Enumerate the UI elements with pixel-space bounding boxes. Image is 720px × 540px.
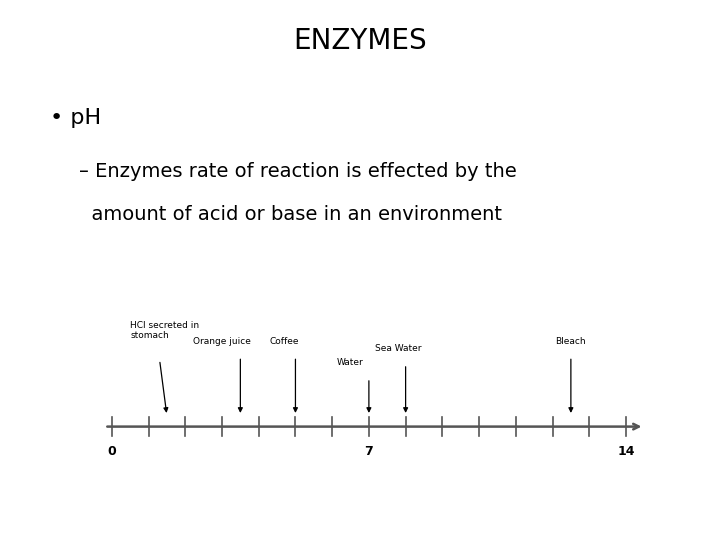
- Text: Sea Water: Sea Water: [375, 344, 421, 353]
- Text: Orange juice: Orange juice: [193, 336, 251, 346]
- Text: ENZYMES: ENZYMES: [293, 27, 427, 55]
- Text: amount of acid or base in an environment: amount of acid or base in an environment: [79, 205, 503, 224]
- Text: Water: Water: [337, 358, 364, 367]
- Text: 0: 0: [107, 445, 116, 458]
- Text: HCl secreted in
stomach: HCl secreted in stomach: [130, 321, 199, 340]
- Text: 14: 14: [617, 445, 635, 458]
- Text: – Enzymes rate of reaction is effected by the: – Enzymes rate of reaction is effected b…: [79, 162, 517, 181]
- Text: Coffee: Coffee: [270, 336, 300, 346]
- Text: • pH: • pH: [50, 108, 102, 128]
- Text: 7: 7: [364, 445, 373, 458]
- Text: Bleach: Bleach: [556, 336, 586, 346]
